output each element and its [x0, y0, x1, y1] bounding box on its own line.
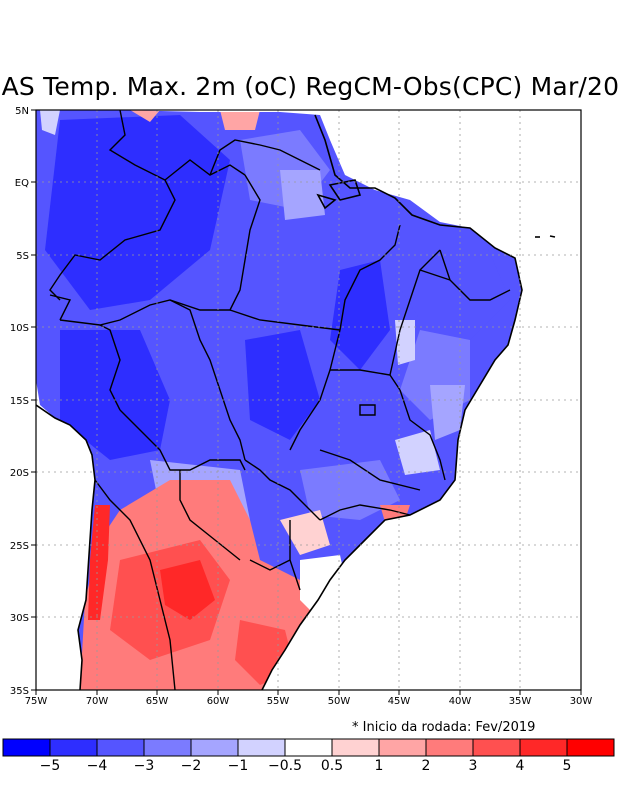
map-title-text: IAS Temp. Max. 2m (oC) RegCM-Obs(CPC) Ma… — [0, 72, 618, 101]
lon-label: 50W — [328, 696, 351, 707]
lat-label: 5S — [16, 251, 29, 262]
map-frame — [36, 110, 581, 690]
colorbar-swatch — [284, 738, 333, 757]
colorbar-swatch — [2, 738, 51, 757]
colorbar-label: −2 — [180, 758, 202, 774]
lon-label: 70W — [86, 696, 109, 707]
colorbar-label: −1 — [227, 758, 249, 774]
lat-label: 35S — [10, 686, 29, 697]
lat-label: EQ — [15, 178, 29, 189]
lon-label: 65W — [146, 696, 169, 707]
colorbar-label: −0.5 — [268, 758, 302, 774]
colorbar-swatch — [331, 738, 380, 757]
colorbar-swatch — [237, 738, 286, 757]
colorbar-label: −4 — [86, 758, 108, 774]
colorbar-swatch — [519, 738, 568, 757]
lon-label: 60W — [207, 696, 230, 707]
colorbar-swatch — [143, 738, 192, 757]
colorbar-label: 1 — [374, 758, 384, 774]
colorbar-label: 0.5 — [320, 758, 344, 774]
colorbar-label: 5 — [562, 758, 572, 774]
lon-label: 35W — [509, 696, 532, 707]
lon-label: 55W — [267, 696, 290, 707]
lat-label: 30S — [10, 613, 29, 624]
lat-label: 25S — [10, 541, 29, 552]
colorbar-swatch — [190, 738, 239, 757]
run-start-note: * Inicio da rodada: Fev/2019 — [352, 720, 536, 735]
colorbar-label: 2 — [421, 758, 431, 774]
colorbar-swatches — [2, 738, 615, 757]
anomaly-map: 75W 70W 65W 60W 55W 50W 45W 40W 35W 30W … — [10, 106, 593, 707]
lon-ticks — [35, 690, 582, 695]
lat-label: 20S — [10, 468, 29, 479]
lon-label: 45W — [388, 696, 411, 707]
lat-label: 5N — [15, 106, 29, 117]
political-borders — [49, 110, 511, 690]
colorbar-swatch — [472, 738, 521, 757]
grid-lines — [36, 110, 581, 690]
colorbar-swatch — [378, 738, 427, 757]
colorbar-swatch — [49, 738, 98, 757]
lon-label: 30W — [570, 696, 593, 707]
lon-label: 40W — [449, 696, 472, 707]
colorbar-label: 4 — [515, 758, 525, 774]
colorbar-swatch — [566, 738, 615, 757]
colorbar-swatch — [96, 738, 145, 757]
lat-label: 15S — [10, 396, 29, 407]
colorbar-swatch — [425, 738, 474, 757]
colorbar-label: −5 — [39, 758, 61, 774]
lat-label: 10S — [10, 323, 29, 334]
colorbar-label: 3 — [468, 758, 478, 774]
map-title: IAS Temp. Max. 2m (oC) RegCM-Obs(CPC) Ma… — [0, 70, 618, 106]
lon-label: 75W — [25, 696, 48, 707]
lat-ticks — [31, 109, 36, 691]
coastline — [36, 114, 556, 690]
colorbar: −5 −4 −3 −2 −1 −0.5 0.5 1 2 3 4 5 — [0, 738, 618, 800]
colorbar-label: −3 — [133, 758, 155, 774]
